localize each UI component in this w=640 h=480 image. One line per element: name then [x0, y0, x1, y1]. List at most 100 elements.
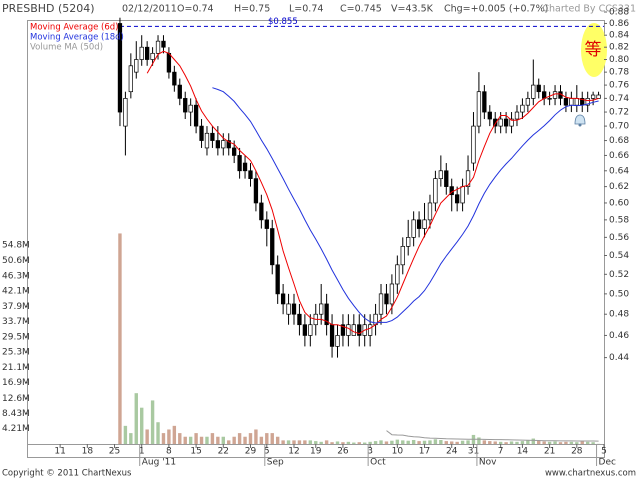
- quote-high: H=0.75: [234, 4, 270, 15]
- y-tick-label: 0.50: [609, 289, 629, 299]
- volume-bar: [265, 433, 269, 444]
- volume-bar: [482, 440, 487, 444]
- volume-bar: [183, 436, 187, 444]
- volume-bar: [488, 441, 492, 444]
- candle-body: [248, 170, 253, 179]
- candle-body: [438, 170, 443, 179]
- volume-bar: [118, 233, 122, 444]
- candle-body: [242, 162, 248, 172]
- candle-body: [150, 52, 155, 60]
- footer-copyright: Copyright © 2011 ChartNexus: [2, 469, 132, 479]
- candle-body: [270, 228, 275, 266]
- candle-body: [177, 84, 182, 99]
- month-label: Oct: [370, 458, 386, 468]
- volume-bar: [335, 441, 340, 444]
- volume-bar: [411, 440, 416, 444]
- candle-body: [193, 104, 199, 127]
- candle-body: [422, 219, 427, 229]
- volume-bar: [352, 442, 356, 444]
- y-tick-label: 0.44: [609, 353, 629, 363]
- volume-bar: [292, 440, 296, 444]
- y-tick-label: 0.58: [609, 215, 629, 225]
- y2-tick-label: 12.6M: [2, 394, 30, 404]
- x-tick-label: 26: [337, 447, 349, 457]
- y2-tick-label: 50.6M: [2, 256, 30, 266]
- candle-body: [335, 335, 340, 347]
- month-label: Nov: [479, 458, 497, 468]
- candle-body: [476, 91, 482, 127]
- candle-body: [351, 324, 356, 336]
- volume-bar: [237, 433, 242, 444]
- candle-body: [172, 71, 177, 86]
- volume-bar: [493, 441, 497, 444]
- volume-bar: [477, 437, 481, 444]
- candle-body: [400, 245, 405, 266]
- volume-bar: [515, 441, 519, 444]
- volume-bar: [558, 442, 563, 444]
- candle-body: [416, 219, 422, 229]
- volume-bar: [324, 440, 329, 444]
- x-tick-label: 14: [517, 447, 529, 457]
- volume-bar: [542, 441, 546, 444]
- candle-body: [433, 178, 438, 204]
- x-tick-label: 5: [264, 447, 270, 457]
- volume-bar: [308, 440, 313, 444]
- x-tick-label: 22: [218, 447, 229, 457]
- volume-bar: [199, 436, 204, 444]
- volume-bar: [314, 441, 318, 444]
- y-tick-label: 0.52: [609, 270, 629, 280]
- candle-body: [123, 98, 128, 127]
- candle-body: [253, 178, 259, 204]
- volume-bar: [395, 439, 400, 444]
- y-tick-label: 0.68: [609, 136, 629, 146]
- credit: Charted By CCS331: [542, 4, 636, 15]
- volume-bar: [591, 442, 595, 444]
- volume-bar: [172, 425, 177, 444]
- x-tick-label: 11: [54, 447, 65, 457]
- volume-bar: [460, 440, 465, 444]
- candle-body: [286, 303, 291, 315]
- volume-bar: [401, 440, 405, 444]
- volume-bar: [194, 433, 198, 444]
- candle-body: [525, 98, 531, 106]
- candle-body: [498, 118, 503, 127]
- legend-entry: Volume MA (50d): [30, 43, 103, 53]
- footer-url: www.chartnexus.com: [545, 469, 636, 479]
- candle-body: [520, 104, 525, 113]
- volume-ma-line: [386, 430, 599, 442]
- candle-body: [319, 303, 324, 315]
- volume-bar: [537, 440, 541, 444]
- volume-bar: [286, 440, 291, 444]
- candle-body: [264, 219, 269, 229]
- candle-body: [482, 91, 487, 113]
- volume-bar: [129, 433, 133, 444]
- y-tick-label: 0.48: [609, 310, 629, 320]
- volume-bar: [178, 433, 182, 444]
- x-tick-label: 21: [544, 447, 555, 457]
- volume-bar: [330, 442, 334, 444]
- volume-bar: [161, 433, 166, 444]
- volume-bar: [150, 400, 155, 444]
- candle-body: [275, 264, 280, 295]
- candle-body: [503, 118, 509, 127]
- quote-change: Chg=+0.005 (+0.7%): [444, 4, 548, 15]
- candle-body: [596, 94, 601, 99]
- volume-bar: [357, 442, 361, 444]
- candle-body: [302, 324, 308, 336]
- candle-body: [161, 40, 166, 48]
- y2-tick-label: 16.9M: [2, 378, 30, 388]
- volume-bar: [167, 429, 171, 444]
- x-tick-label: 5: [601, 447, 607, 457]
- y2-tick-label: 46.3M: [2, 271, 30, 281]
- y-tick-label: 0.54: [609, 251, 629, 261]
- volume-bar: [232, 436, 236, 444]
- volume-bar: [580, 441, 584, 444]
- month-label: Aug '11: [142, 458, 176, 468]
- bell-icon: [574, 114, 586, 127]
- volume-bar: [433, 439, 438, 444]
- volume-bar: [156, 422, 160, 444]
- candle-body: [389, 283, 395, 305]
- volume-bar: [585, 441, 590, 444]
- x-tick-label: 17: [419, 447, 430, 457]
